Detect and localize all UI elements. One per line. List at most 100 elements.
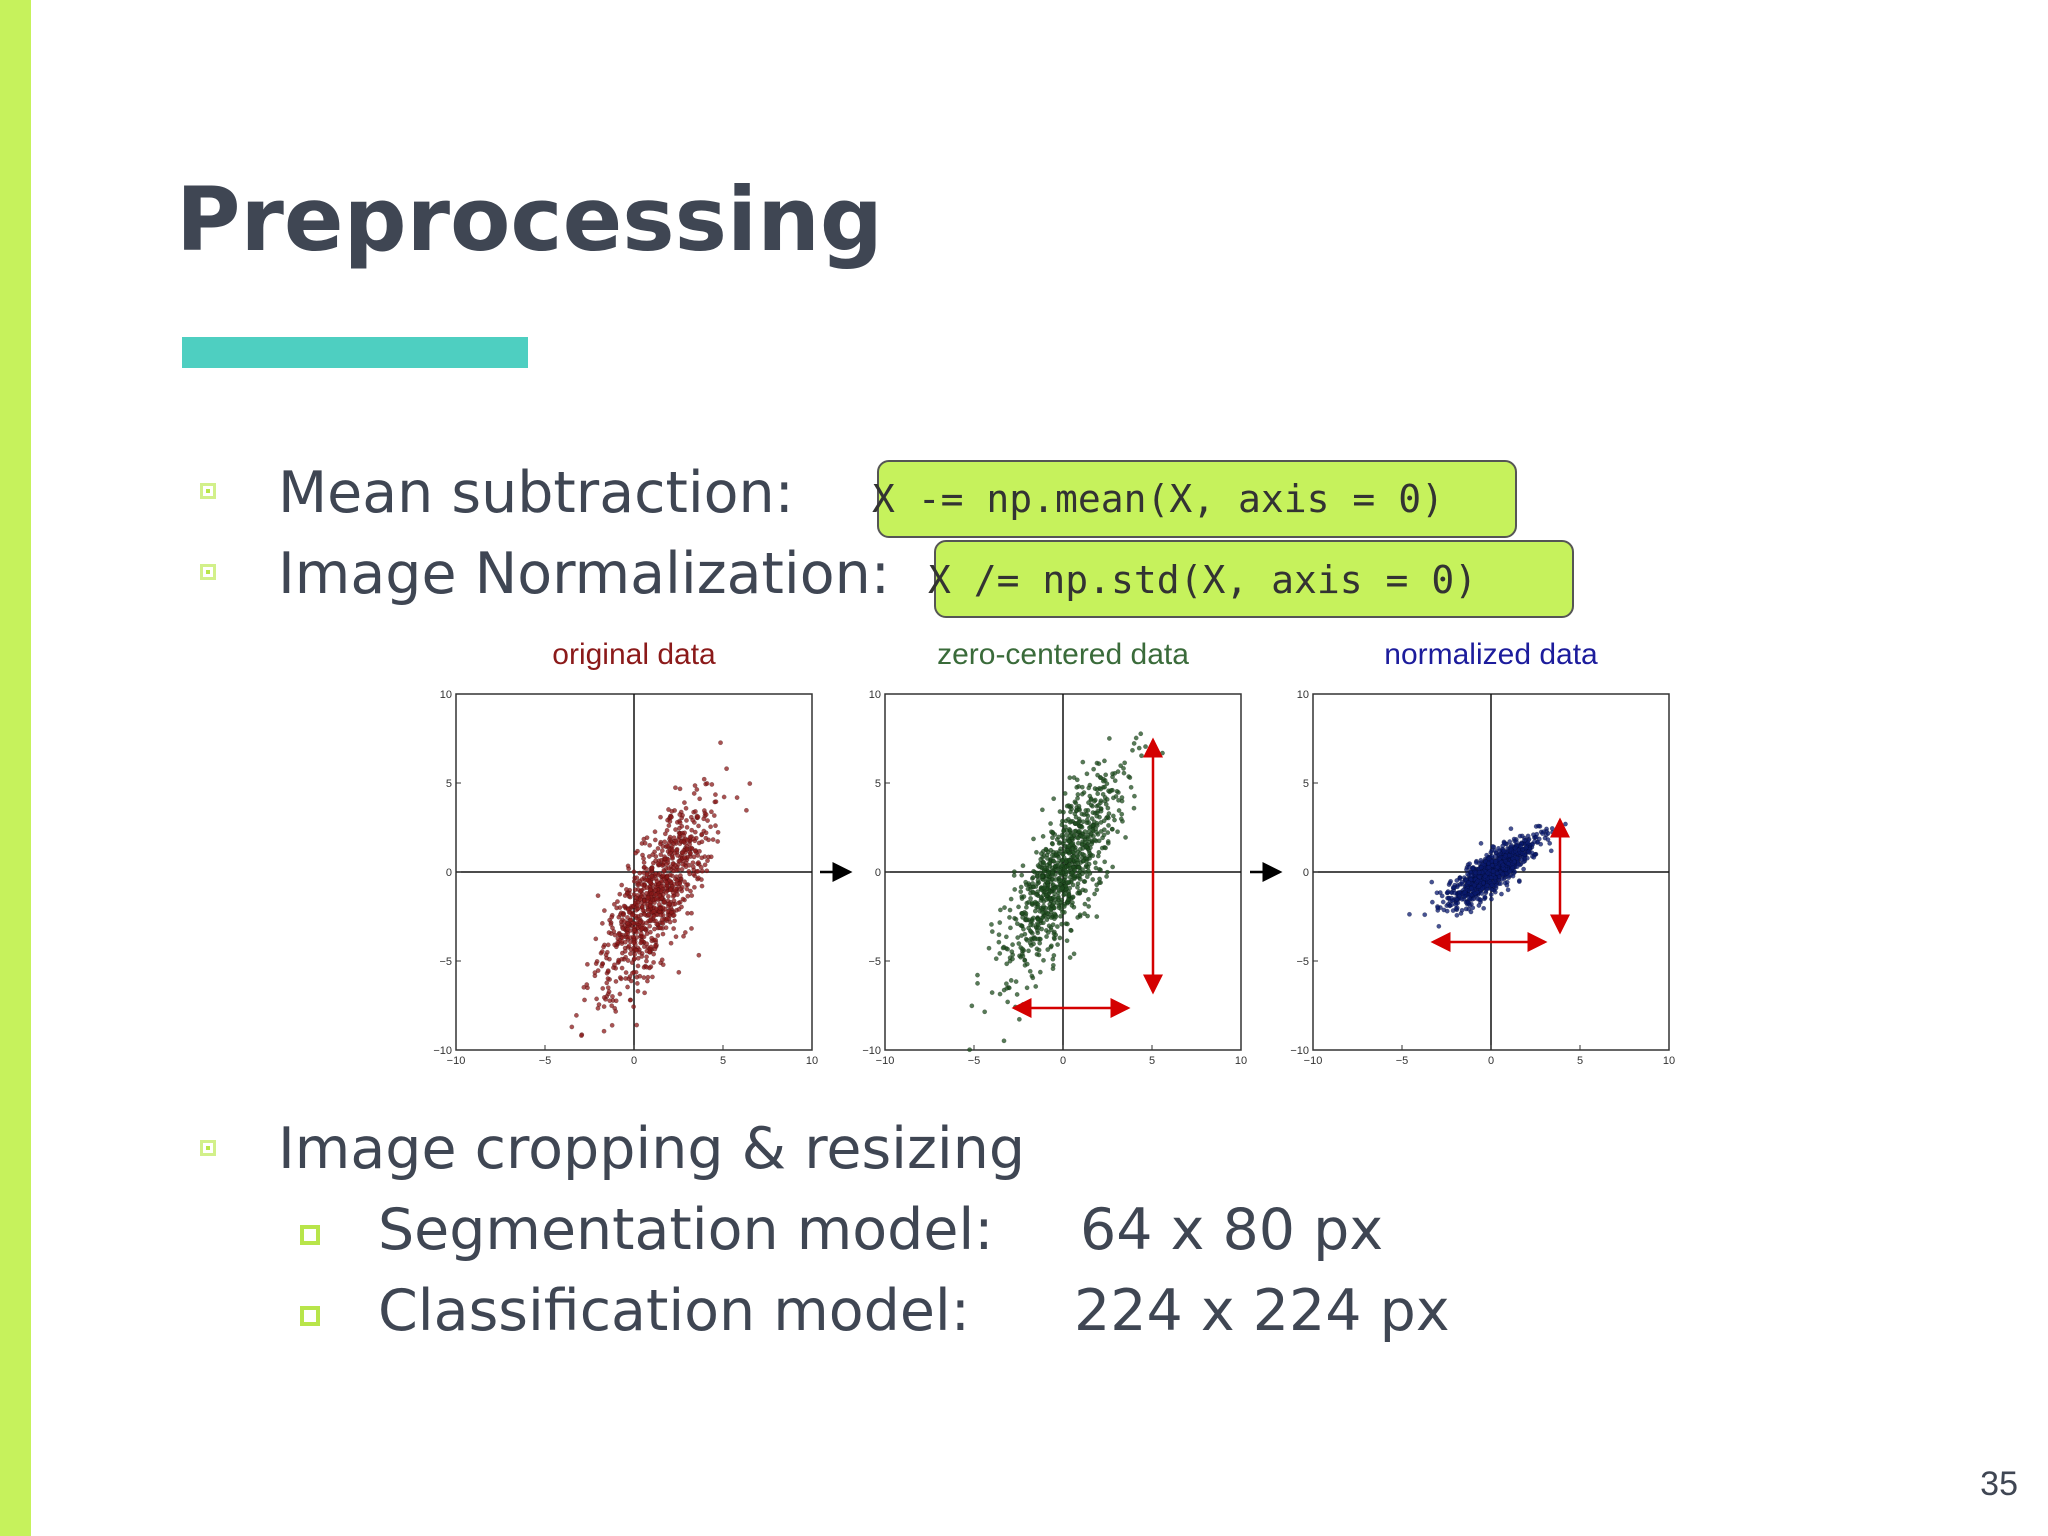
data-point (601, 995, 607, 1000)
bullet-marker (200, 564, 216, 580)
data-point (1096, 838, 1102, 844)
data-point (646, 912, 652, 918)
data-point (1050, 835, 1055, 841)
data-point (581, 984, 587, 990)
data-point (1028, 922, 1033, 928)
data-point (661, 867, 667, 873)
data-point (640, 907, 646, 913)
data-point (1102, 859, 1108, 865)
data-point (1112, 778, 1118, 784)
data-point (1540, 831, 1545, 836)
data-point (1100, 791, 1106, 797)
y-tick-label: 5 (1303, 778, 1309, 790)
data-point (674, 892, 680, 898)
data-point (644, 871, 650, 877)
data-point (1013, 916, 1019, 922)
data-point (1462, 890, 1468, 896)
data-point (1092, 786, 1098, 791)
data-point (1026, 899, 1031, 905)
data-point (1041, 885, 1047, 891)
data-point (710, 837, 716, 843)
data-point (1024, 961, 1030, 967)
data-point (1090, 877, 1096, 882)
data-point (595, 893, 601, 899)
x-tick-label: 10 (806, 1055, 818, 1067)
data-point (671, 926, 677, 931)
data-point (666, 823, 672, 828)
data-point (1056, 834, 1061, 840)
data-point (1077, 851, 1083, 856)
data-point (1454, 912, 1460, 918)
data-point (1454, 896, 1460, 902)
data-point (1511, 859, 1517, 865)
data-point (689, 910, 694, 916)
data-point (676, 969, 682, 975)
x-tick-label: −5 (539, 1055, 552, 1067)
data-point (681, 839, 687, 845)
data-point (670, 894, 676, 899)
y-tick-label: −10 (862, 1045, 881, 1057)
scatter-figure: original data−10 −5 0 5 101050−5−10zero-cent… (433, 638, 1675, 1067)
data-point (1023, 916, 1029, 922)
data-point (610, 994, 615, 999)
data-point (651, 951, 657, 957)
data-point (657, 905, 663, 911)
data-point (579, 1033, 584, 1039)
data-point (616, 931, 622, 937)
data-point (685, 893, 691, 899)
data-point (1065, 921, 1070, 927)
data-point (1055, 890, 1061, 896)
data-point (1470, 866, 1475, 871)
data-point (647, 879, 653, 885)
data-point (1064, 803, 1070, 809)
data-point (1069, 903, 1075, 908)
data-point (1028, 896, 1033, 901)
data-point (997, 907, 1003, 913)
data-point (631, 940, 637, 946)
y-tick-label: 5 (875, 778, 881, 790)
data-point (1114, 788, 1120, 794)
data-point (709, 782, 715, 787)
data-point (1082, 839, 1088, 845)
data-point (614, 905, 620, 911)
data-point (1458, 911, 1464, 916)
data-point (619, 965, 625, 971)
data-point (989, 922, 994, 927)
data-point (1067, 862, 1073, 868)
data-point (595, 968, 601, 973)
data-point (622, 948, 628, 954)
data-point (1037, 969, 1043, 975)
data-point (1061, 904, 1067, 909)
data-point (662, 831, 668, 837)
scatter-points (967, 731, 1165, 1053)
data-point (644, 920, 649, 926)
data-point (1407, 911, 1412, 917)
data-point (1020, 1002, 1026, 1007)
data-point (638, 940, 644, 946)
data-point (1488, 875, 1494, 881)
data-point (989, 929, 995, 934)
data-point (1489, 882, 1495, 888)
data-point (1493, 883, 1499, 889)
x-tick-label: 10 (1663, 1055, 1675, 1067)
data-point (1467, 902, 1473, 908)
data-point (615, 940, 621, 945)
data-point (1003, 934, 1009, 940)
data-point (1030, 915, 1036, 921)
data-point (628, 978, 634, 984)
data-point (628, 917, 633, 923)
data-point (688, 888, 693, 894)
data-point (671, 912, 677, 918)
data-point (1024, 985, 1030, 991)
data-point (625, 921, 631, 927)
data-point (1047, 863, 1053, 869)
data-point (1098, 786, 1104, 792)
data-point (1054, 900, 1060, 906)
data-point (648, 903, 653, 909)
data-point (1040, 833, 1046, 839)
data-point (1013, 979, 1019, 985)
data-point (1092, 860, 1098, 866)
data-point (1045, 947, 1051, 953)
data-point (1466, 880, 1471, 885)
data-point (1500, 871, 1505, 877)
